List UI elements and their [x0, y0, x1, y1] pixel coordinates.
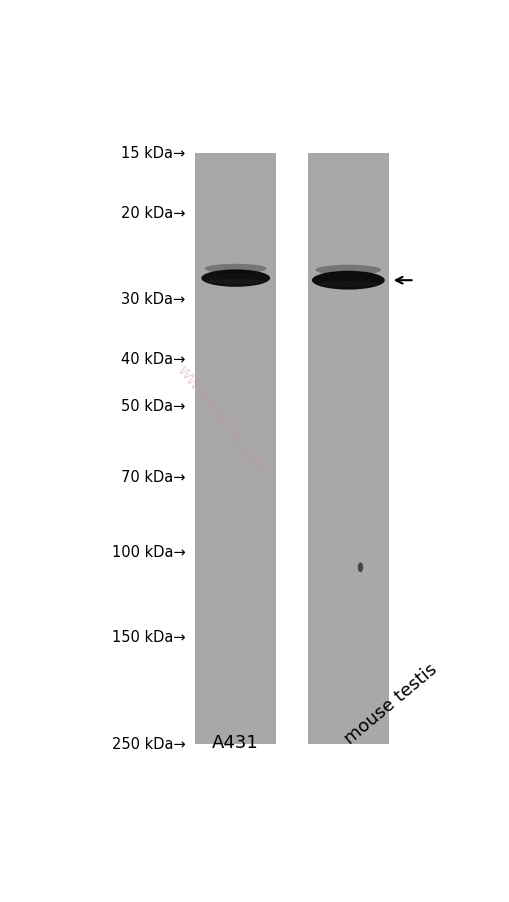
Ellipse shape [317, 281, 379, 288]
Bar [195, 153, 276, 744]
Text: WWW.PTGLAB.COM: WWW.PTGLAB.COM [174, 363, 269, 479]
Text: 150 kDa→: 150 kDa→ [111, 629, 185, 644]
Ellipse shape [204, 264, 266, 274]
Text: 250 kDa→: 250 kDa→ [111, 736, 185, 751]
Text: A431: A431 [212, 732, 259, 750]
Ellipse shape [201, 270, 270, 288]
Ellipse shape [315, 265, 380, 276]
Text: mouse testis: mouse testis [340, 659, 440, 747]
Bar [307, 153, 388, 744]
Text: 70 kDa→: 70 kDa→ [121, 469, 185, 484]
Ellipse shape [312, 272, 384, 290]
Text: 15 kDa→: 15 kDa→ [121, 146, 185, 161]
Text: 30 kDa→: 30 kDa→ [121, 291, 185, 307]
Text: 40 kDa→: 40 kDa→ [121, 352, 185, 367]
Circle shape [357, 563, 362, 573]
Text: 100 kDa→: 100 kDa→ [111, 544, 185, 559]
Ellipse shape [206, 280, 265, 285]
Text: 20 kDa→: 20 kDa→ [121, 207, 185, 221]
Text: 50 kDa→: 50 kDa→ [121, 399, 185, 413]
